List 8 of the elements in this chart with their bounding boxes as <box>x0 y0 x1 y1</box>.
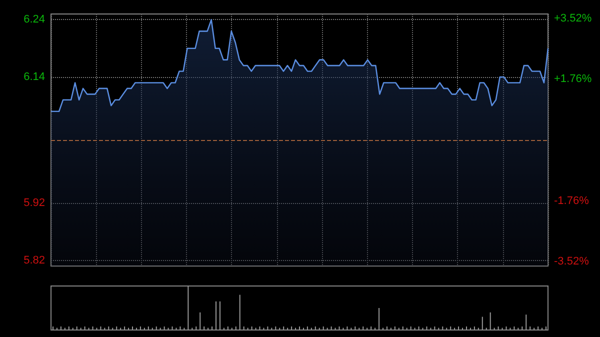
y-tick-label: 5.82 <box>24 254 45 266</box>
y-tick-label: 6.24 <box>24 14 45 26</box>
y2-tick-label: -1.76% <box>554 194 590 207</box>
y-tick-label: 5.92 <box>24 197 45 209</box>
y-tick-label: 6.14 <box>24 71 45 83</box>
y2-tick-label: +1.76% <box>554 73 592 86</box>
y2-tick-label: -3.52% <box>554 256 590 268</box>
y2-tick-label: +3.52% <box>554 12 592 24</box>
